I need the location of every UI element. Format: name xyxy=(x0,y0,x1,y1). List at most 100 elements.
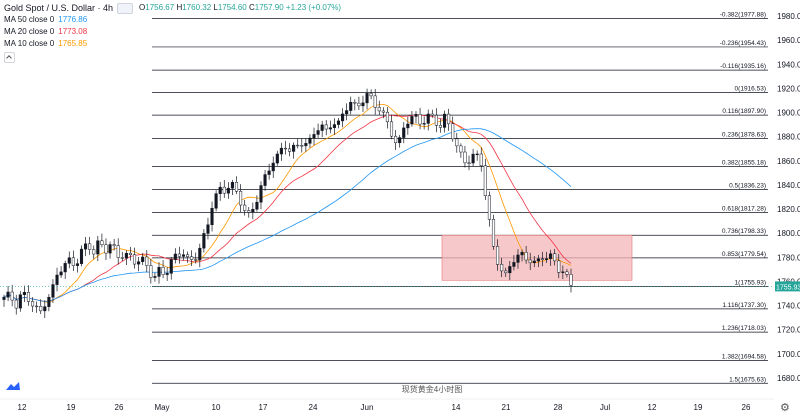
time-tick-label: 14 xyxy=(452,403,461,412)
candle-body xyxy=(55,274,59,285)
candle-body xyxy=(18,294,22,309)
candle-body xyxy=(116,245,120,258)
low-label: L xyxy=(213,3,218,12)
candle-body xyxy=(287,148,292,152)
candle-body xyxy=(71,257,75,266)
tradingview-logo-icon[interactable] xyxy=(5,381,21,391)
candle-body xyxy=(222,186,226,194)
candle-body xyxy=(377,107,381,112)
time-tick-label: 21 xyxy=(502,403,511,412)
candle-body xyxy=(565,271,569,275)
candle-body xyxy=(2,296,6,300)
candle-body xyxy=(553,253,557,262)
fib-level-label: 0.116(1897.90) xyxy=(722,108,766,115)
candle-body xyxy=(373,95,377,108)
candle-body xyxy=(349,101,353,111)
candle-body xyxy=(279,147,283,155)
price-tick-label: 1740.00 xyxy=(777,302,800,311)
candle-body xyxy=(47,297,51,307)
candle-body xyxy=(385,111,389,123)
candle-body xyxy=(455,138,459,147)
candle-body xyxy=(75,263,79,266)
candle-body xyxy=(540,258,544,260)
time-tick-label: Jun xyxy=(361,403,374,412)
candle-body xyxy=(447,113,451,125)
price-tick-label: 1780.00 xyxy=(777,253,800,262)
candle-body xyxy=(22,292,26,295)
open-label: O xyxy=(139,3,146,12)
candle-body xyxy=(369,93,373,97)
candle-body xyxy=(234,182,239,192)
candle-body xyxy=(194,259,198,261)
candle-body xyxy=(112,244,116,246)
ma20-value: 1773.08 xyxy=(58,27,88,36)
candle-body xyxy=(500,264,504,272)
candle-body xyxy=(202,233,206,249)
candle-body xyxy=(141,256,145,262)
candle-body xyxy=(496,246,500,265)
chevron-up-icon[interactable] xyxy=(4,52,15,63)
fib-level-label: 0.736(1798.33) xyxy=(722,228,766,235)
ma20-label: MA 20 close 0 xyxy=(4,27,55,36)
price-tick-label: 1940.00 xyxy=(777,60,800,69)
candle-body xyxy=(43,306,47,312)
price-tick-label: 1860.00 xyxy=(777,157,800,166)
symbol-options-button[interactable] xyxy=(117,2,134,14)
price-tick-label: 1920.00 xyxy=(777,84,800,93)
fib-level-label: 0(1916.53) xyxy=(735,86,766,93)
ma20-line xyxy=(3,114,572,302)
fib-level-label: 1.5(1675.63) xyxy=(729,376,766,383)
candle-body xyxy=(520,252,524,256)
candle-body xyxy=(292,144,296,152)
candle-body xyxy=(206,224,210,234)
fib-level-label: 1.116(1737.30) xyxy=(722,302,766,309)
price-tick-label: 1960.00 xyxy=(777,36,800,45)
candle-body xyxy=(169,259,173,274)
candle-body xyxy=(508,266,512,274)
candle-body xyxy=(487,195,491,220)
fib-level-label: -0.116(1935.16) xyxy=(720,63,766,70)
candle-body xyxy=(79,248,84,264)
indicator-ma20[interactable]: MA 20 close 0 1773.08 xyxy=(4,26,341,38)
candle-body xyxy=(536,258,540,262)
candle-body xyxy=(312,134,316,139)
fib-level-label: 0.853(1779.54) xyxy=(722,251,766,258)
indicator-ma50[interactable]: MA 50 close 0 1776.86 xyxy=(4,14,341,26)
time-tick-label: May xyxy=(154,403,169,412)
close-label: C xyxy=(248,3,255,12)
candle-body xyxy=(283,147,288,150)
change-value: +1.23 (+0.07%) xyxy=(285,3,342,12)
candle-body xyxy=(304,143,308,147)
candle-body xyxy=(353,101,357,104)
price-axis[interactable]: 1680.001700.001720.001740.001760.001780.… xyxy=(775,12,800,383)
candle-body xyxy=(544,258,549,260)
candle-body xyxy=(300,145,304,147)
candle-body xyxy=(479,153,483,166)
candle-body xyxy=(332,124,336,128)
candle-body xyxy=(239,191,243,206)
candle-body xyxy=(463,151,467,164)
candle-body xyxy=(173,253,177,260)
time-axis[interactable]: 12 19 26 May 10 17 24 Jun 14 21 28 Jul 12 19 26 xyxy=(18,403,751,412)
candle-body xyxy=(398,137,402,144)
candle-body xyxy=(88,243,92,250)
candle-body xyxy=(259,185,263,203)
fib-level-label: -0.236(1954.43) xyxy=(720,40,766,47)
candle-body xyxy=(296,144,300,147)
ma50-label: MA 50 close 0 xyxy=(4,15,55,24)
candle-body xyxy=(361,102,365,107)
candle-body xyxy=(263,174,267,186)
gear-icon[interactable]: ⚙ xyxy=(780,402,790,414)
ma10-line xyxy=(3,103,572,303)
symbol-row: Gold Spot / U.S. Dollar · 4h O1756.67 H1… xyxy=(4,2,341,14)
consolidation-zone xyxy=(441,234,633,281)
candle-body xyxy=(161,266,165,275)
candle-body xyxy=(324,124,328,130)
current-price-label: 1755.93 xyxy=(776,284,800,291)
candle-body xyxy=(410,116,414,125)
candle-body xyxy=(255,201,259,210)
symbol-title[interactable]: Gold Spot / U.S. Dollar · 4h xyxy=(4,3,114,13)
indicator-ma10[interactable]: MA 10 close 0 1765.85 xyxy=(4,38,341,50)
candle-body xyxy=(532,260,536,264)
